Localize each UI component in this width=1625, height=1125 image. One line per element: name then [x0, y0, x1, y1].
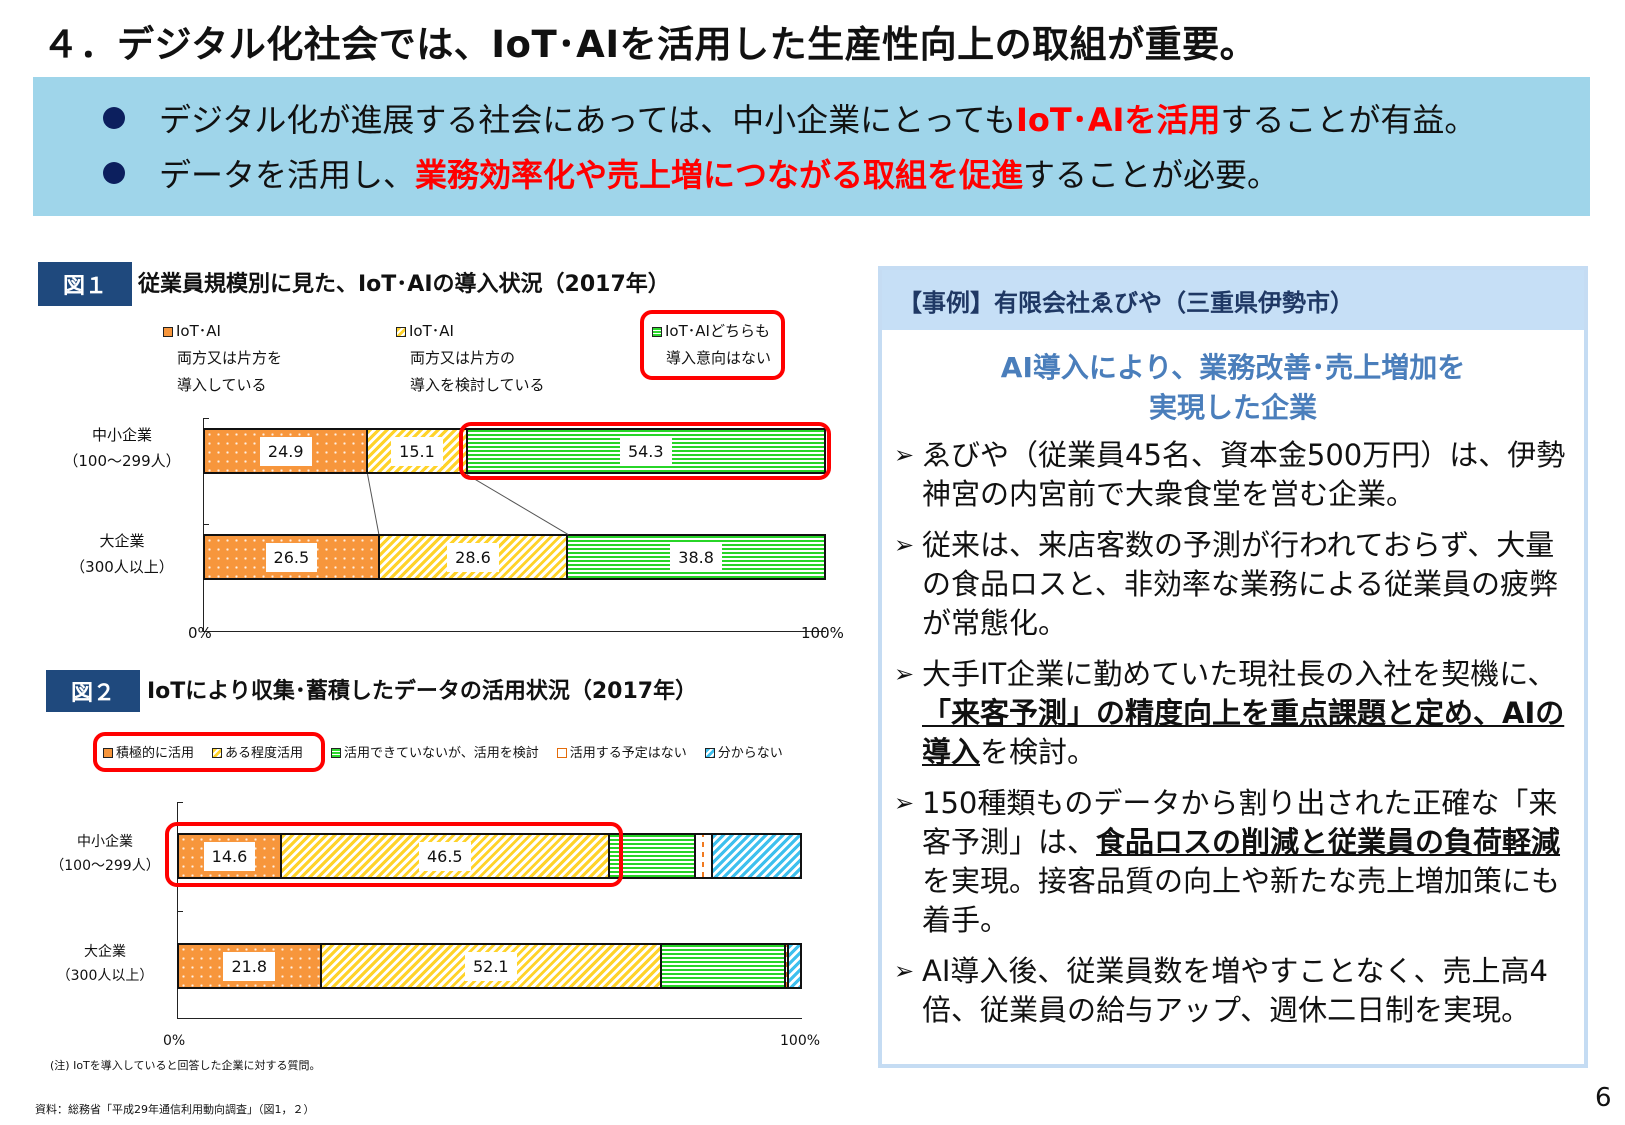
bar-highlight-box	[165, 822, 623, 887]
bar-segment	[662, 945, 787, 987]
bullet-highlight: 業務効率化や売上増につながる取組を促進	[415, 156, 1024, 194]
green-swatch-icon	[652, 327, 662, 337]
arrow-bullet-icon: ➢	[894, 957, 915, 985]
segment-value-label: 54.3	[619, 436, 672, 466]
stacked-bar-large: 26.5 28.6 38.8	[203, 534, 826, 580]
connector-line	[466, 474, 569, 535]
case-study-item: ➢ 従来は、来店客数の予測が行われておらず、大量の食品ロスと、非効率な業務による従…	[894, 528, 1558, 640]
x-axis	[203, 631, 826, 632]
bar-segment: 14.6	[179, 835, 282, 877]
segment-value-label: 24.9	[259, 436, 312, 466]
summary-banner: デジタル化が進展する社会にあっては、中小企業にとっても IoT･AIを活用 すること…	[33, 77, 1590, 216]
arrow-bullet-icon: ➢	[894, 441, 915, 469]
figure2-legend-item: 積極的に活用	[103, 742, 194, 761]
orange-swatch-icon	[103, 748, 113, 758]
segment-value-label: 21.8	[223, 951, 276, 981]
x-axis	[177, 1018, 802, 1019]
segment-value-label: 14.6	[203, 841, 256, 871]
page-title: ４．デジタル化社会では、IoT･AIを活用した生産性向上の取組が重要。	[42, 23, 1258, 66]
case-study-item: ➢ ゑびや（従業員45名、資本金500万円）は、伊勢神宮の内宮前で大衆食堂を営む企…	[894, 438, 1566, 511]
arrow-bullet-icon: ➢	[894, 531, 915, 559]
figure2-note: (注) IoTを導入していると回答した企業に対する質問。	[50, 1059, 321, 1072]
axis-max-label: 100%	[801, 624, 844, 642]
bullet-text: することが必要。	[1023, 156, 1280, 194]
bullet-highlight: IoT･AIを活用	[1015, 101, 1221, 139]
page-number: 6	[1595, 1083, 1612, 1113]
category-label: 中小企業 （100～299人）	[63, 426, 181, 470]
green-swatch-icon	[331, 748, 342, 758]
bar-segment	[695, 835, 714, 877]
segment-value-label: 46.5	[418, 841, 471, 871]
bullet-text: データを活用し、	[159, 156, 416, 194]
figure2-legend-item: 分からない	[704, 742, 783, 761]
case-study-header: 【事例】有限会社ゑびや（三重県伊勢市）	[882, 270, 1584, 330]
segment-value-label: 52.1	[464, 951, 517, 981]
category-label: 中小企業 （100～299人）	[50, 834, 160, 874]
segment-value-label: 38.8	[670, 542, 722, 572]
blue-swatch-icon	[704, 748, 715, 758]
stacked-bar-large: 21.8 52.1	[177, 943, 802, 989]
case-study-subtitle: AI導入により、業務改善･売上増加を 実現した企業	[1000, 351, 1466, 424]
bar-segment: 46.5	[281, 835, 610, 877]
y-axis	[177, 802, 178, 1019]
axis-max-label: 100%	[780, 1033, 821, 1049]
bar-segment	[788, 945, 800, 987]
figure1-legend-item: IoT･AI 両方又は片方を 導入している	[163, 318, 282, 399]
case-study-item: ➢ 大手IT企業に勤めていた現社長の入社を契機に、「来客予測」の精度向上を重点課題…	[894, 657, 1565, 769]
yellow-swatch-icon	[396, 327, 406, 337]
bullet-text: することが有益。	[1220, 101, 1477, 139]
bar-segment: 26.5	[205, 536, 380, 578]
case-study-panel: 【事例】有限会社ゑびや（三重県伊勢市） AI導入により、業務改善･売上増加を 実…	[878, 266, 1588, 1068]
yellow-swatch-icon	[212, 748, 223, 758]
figure2-label: 図２	[46, 670, 140, 712]
bullet-dot-icon	[103, 107, 125, 129]
figure1-legend-item: IoT･AI 両方又は片方の 導入を検討している	[396, 318, 545, 399]
figure1-legend-item: IoT･AIどちらも 導入意向はない	[652, 318, 771, 372]
stacked-bar-sme: 24.9 15.1 54.3	[203, 428, 826, 474]
figure2-legend-item: 活用する予定はない	[556, 742, 687, 761]
figure2-title: IoTにより収集･蓄積したデータの活用状況（2017年）	[147, 679, 698, 704]
white-swatch-icon	[556, 748, 567, 758]
arrow-bullet-icon: ➢	[894, 660, 915, 688]
summary-bullet: デジタル化が進展する社会にあっては、中小企業にとっても IoT･AIを活用 すること…	[103, 95, 1476, 141]
bar-segment	[713, 835, 800, 877]
bullet-text: デジタル化が進展する社会にあっては、中小企業にとっても	[159, 101, 1016, 139]
category-label: 大企業 （300人以上）	[56, 944, 154, 984]
category-label: 大企業 （300人以上）	[70, 532, 174, 576]
connector-line	[366, 474, 379, 535]
legend-highlight-box	[93, 732, 325, 772]
bar-segment	[786, 945, 789, 987]
figure1-title: 従業員規模別に見た、IoT･AIの導入状況（2017年）	[138, 272, 670, 297]
axis-min-label: 0%	[163, 1033, 186, 1049]
case-study-item: ➢ AI導入後、従業員数を増やすことなく、売上高4倍、従業員の給与アップ、週休二日…	[894, 954, 1548, 1027]
legend-highlight-box	[640, 310, 785, 380]
figure2-legend-item: ある程度活用	[212, 742, 303, 761]
bar-segment: 21.8	[179, 945, 322, 987]
case-study-item: ➢ 150種類ものデータから割り出された正確な「来客予測」は、食品ロスの削減と従業…	[894, 786, 1561, 937]
segment-value-label: 28.6	[447, 542, 499, 572]
bullet-dot-icon	[103, 162, 125, 184]
arrow-bullet-icon: ➢	[894, 789, 915, 817]
bar-segment: 24.9	[205, 430, 369, 472]
bar-segment: 54.3	[467, 430, 824, 472]
segment-value-label: 26.5	[265, 542, 318, 572]
segment-value-label: 15.1	[391, 436, 443, 466]
y-axis	[203, 418, 204, 632]
bar-segment: 15.1	[368, 430, 468, 472]
figure2-legend: 積極的に活用 ある程度活用 活用できていないが、活用を検討 活用する予定はない 分からな…	[103, 742, 783, 761]
bar-segment	[609, 835, 696, 877]
bar-segment: 28.6	[379, 536, 569, 578]
summary-bullet: データを活用し、 業務効率化や売上増につながる取組を促進 することが必要。	[103, 150, 1279, 196]
bar-segment: 38.8	[568, 536, 824, 578]
figure2-legend-item: 活用できていないが、活用を検討	[331, 742, 539, 761]
figure1-label: 図１	[38, 262, 132, 306]
bar-segment: 52.1	[321, 945, 663, 987]
orange-swatch-icon	[163, 327, 173, 337]
bar-highlight-box	[459, 422, 831, 480]
stacked-bar-sme: 14.6 46.5	[177, 833, 802, 879]
case-study-list: ➢ ゑびや（従業員45名、資本金500万円）は、伊勢神宮の内宮前で大衆食堂を営む企…	[882, 436, 1584, 1030]
source-note: 資料：総務省「平成29年通信利用動向調査」（図1，２）	[35, 1103, 315, 1116]
axis-min-label: 0%	[188, 624, 212, 642]
